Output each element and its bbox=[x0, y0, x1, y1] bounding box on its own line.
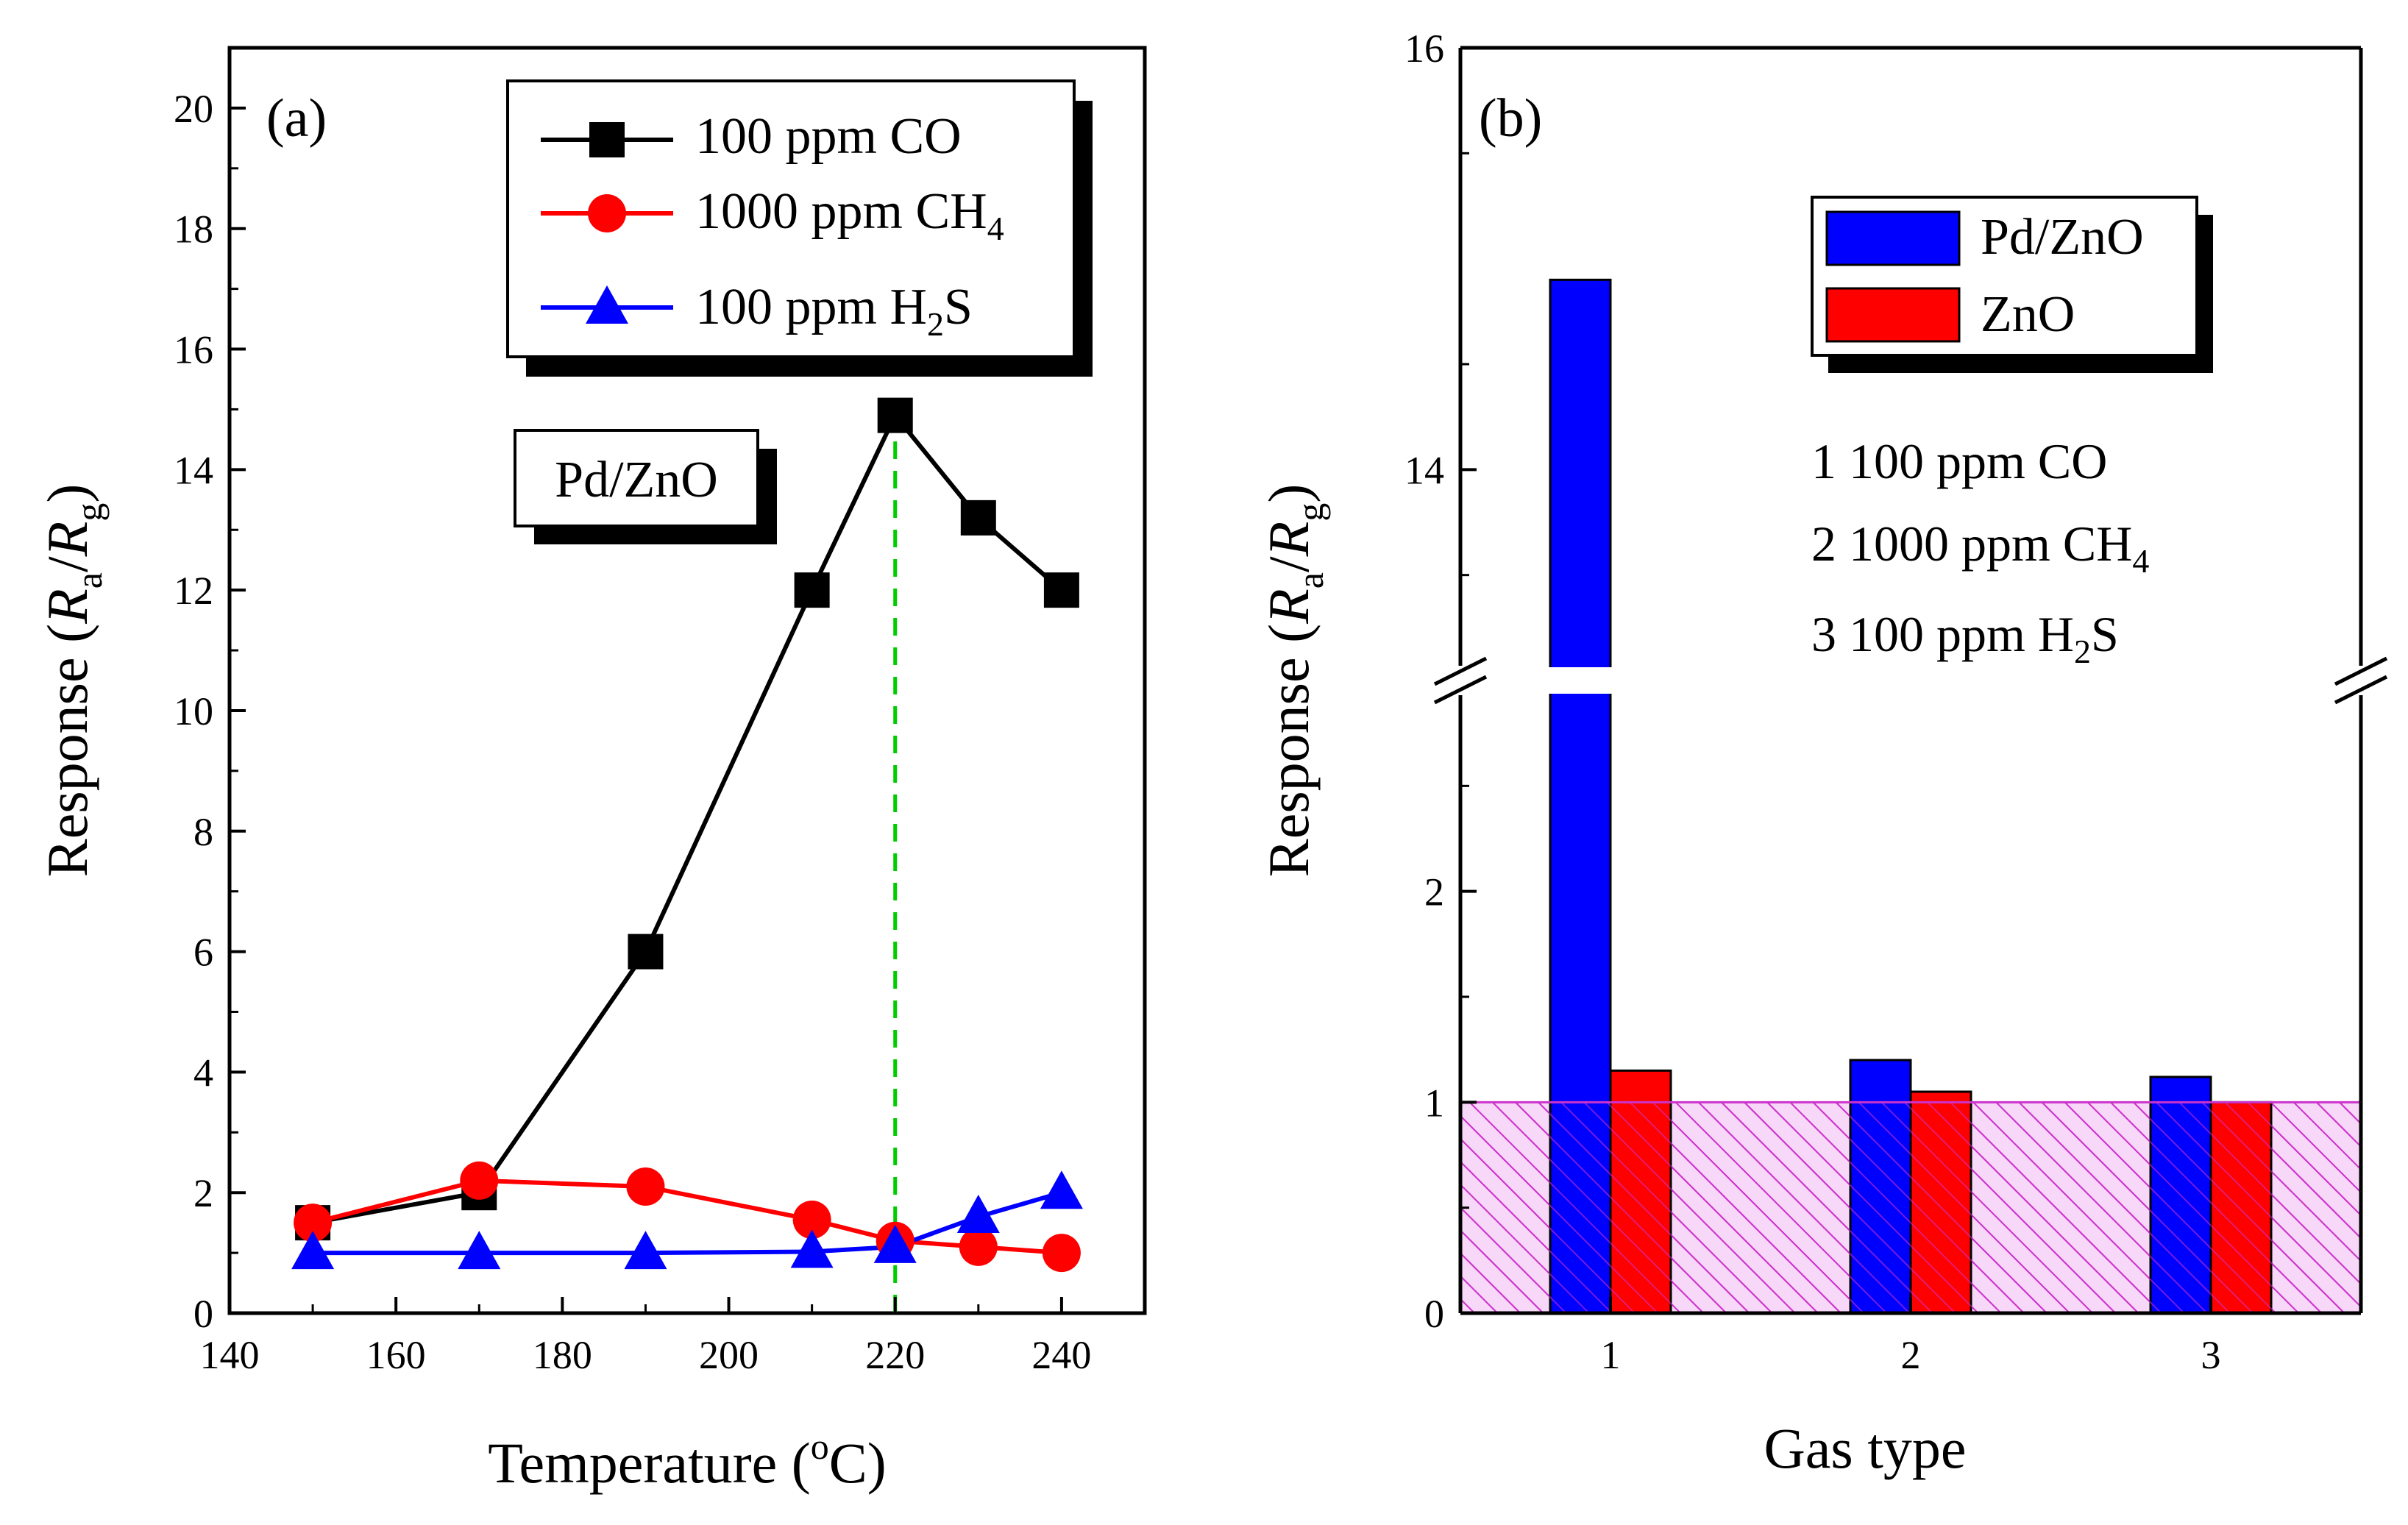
data-point-ch4 bbox=[792, 1201, 831, 1240]
data-point-ch4 bbox=[294, 1204, 333, 1243]
x-tick-label-b: 3 bbox=[2201, 1333, 2221, 1377]
data-point-co bbox=[1043, 572, 1079, 608]
gas-key-2: 2 1000 ppm CH4 bbox=[1811, 516, 2149, 580]
data-point-ch4 bbox=[460, 1161, 499, 1200]
material-label: Pd/ZnO bbox=[555, 452, 718, 508]
data-point-co bbox=[628, 934, 664, 970]
y-tick-label-b: 0 bbox=[1424, 1292, 1444, 1336]
x-tick-label: 220 bbox=[865, 1333, 925, 1377]
data-point-ch4 bbox=[1042, 1234, 1081, 1273]
y-tick-label: 18 bbox=[174, 207, 213, 252]
series-line-ch4 bbox=[312, 1178, 1062, 1256]
legend-marker-h2s bbox=[586, 285, 628, 324]
y-tick-label: 16 bbox=[174, 328, 213, 372]
x-tick-label: 240 bbox=[1031, 1333, 1091, 1377]
data-point-h2s bbox=[624, 1231, 667, 1270]
y-tick-label-b: 14 bbox=[1404, 448, 1444, 492]
y-tick-label-b: 1 bbox=[1424, 1081, 1444, 1125]
y-tick-label-b: 2 bbox=[1424, 870, 1444, 914]
panel-a: 140 160 180 200 220 240 0 2 4 6 8 10 12 14 16 18 20 (a)… bbox=[35, 46, 1147, 1495]
x-tick-label-b: 2 bbox=[1901, 1333, 1921, 1377]
y-tick-label: 8 bbox=[193, 810, 213, 854]
baseline-region-overlay bbox=[1460, 1102, 2361, 1313]
gas-key-3: 3 100 ppm H2S bbox=[1811, 606, 2119, 670]
axis-break-mark-right-2 bbox=[2334, 675, 2388, 705]
legend-a-keys bbox=[541, 122, 673, 324]
data-point-h2s bbox=[873, 1224, 917, 1263]
x-tick-label: 160 bbox=[366, 1333, 426, 1377]
y-axis-ticks-a: 0 2 4 6 8 10 12 14 16 18 20 bbox=[174, 87, 246, 1336]
data-point-co bbox=[794, 572, 830, 608]
axis-break-mark-right-1 bbox=[2334, 656, 2388, 686]
y-axis-label-a: Response (Ra/Rg) bbox=[35, 484, 110, 878]
data-point-h2s bbox=[1040, 1170, 1083, 1209]
legend-label-zno: ZnO bbox=[1981, 286, 2075, 343]
data-point-co bbox=[877, 397, 913, 433]
x-tick-label: 180 bbox=[533, 1333, 592, 1377]
y-tick-label: 0 bbox=[193, 1292, 213, 1336]
legend-label-co: 100 ppm CO bbox=[695, 108, 962, 165]
legend-swatch-pdzno bbox=[1825, 210, 1961, 266]
x-tick-label: 200 bbox=[699, 1333, 759, 1377]
legend-marker-ch4 bbox=[588, 194, 626, 232]
axis-break-mark-left-2 bbox=[1433, 675, 1488, 705]
panel-label-a: (a) bbox=[266, 88, 327, 149]
x-tick-label-b: 1 bbox=[1601, 1333, 1621, 1377]
y-tick-label: 4 bbox=[193, 1051, 213, 1095]
legend-marker-co bbox=[589, 122, 625, 157]
legend-b: Pd/ZnO ZnO bbox=[1811, 196, 2213, 373]
data-point-h2s bbox=[956, 1194, 1000, 1233]
material-label-box: Pd/ZnO bbox=[514, 429, 777, 544]
y-tick-label: 14 bbox=[174, 448, 213, 492]
y-tick-label: 10 bbox=[174, 689, 213, 733]
legend-label-pdzno: Pd/ZnO bbox=[1981, 209, 2144, 266]
y-tick-label: 2 bbox=[193, 1171, 213, 1215]
y-tick-label: 12 bbox=[174, 569, 213, 613]
y-tick-label: 6 bbox=[193, 931, 213, 975]
x-axis-ticks-b: 1 2 3 bbox=[1601, 1297, 2221, 1377]
legend-swatch-zno bbox=[1825, 287, 1961, 343]
legend-label-h2s: 100 ppm H2S bbox=[695, 279, 973, 343]
series-group-a bbox=[291, 397, 1083, 1273]
y-tick-label: 20 bbox=[174, 87, 213, 131]
bar-break-gap bbox=[1548, 667, 1613, 694]
gas-key-1: 1 100 ppm CO bbox=[1811, 433, 2107, 489]
data-point-h2s bbox=[291, 1231, 335, 1270]
x-axis-ticks-a: 140 160 180 200 220 240 bbox=[200, 1297, 1091, 1377]
x-axis-label-a: Temperature (oC) bbox=[488, 1426, 886, 1495]
x-tick-label: 140 bbox=[200, 1333, 260, 1377]
legend-a: 100 ppm CO 1000 ppm CH4 100 ppm H2S bbox=[506, 79, 1093, 377]
material-label-frame bbox=[514, 429, 759, 527]
y-tick-label-b: 16 bbox=[1404, 26, 1444, 71]
data-point-h2s bbox=[458, 1231, 501, 1270]
data-point-ch4 bbox=[959, 1227, 998, 1266]
axis-break-mark-left-1 bbox=[1433, 656, 1488, 686]
data-point-co bbox=[960, 500, 996, 536]
legend-label-ch4: 1000 ppm CH4 bbox=[695, 183, 1004, 247]
data-point-ch4 bbox=[626, 1167, 665, 1206]
x-axis-label-b: Gas type bbox=[1764, 1416, 1966, 1480]
plot-frame-a bbox=[227, 46, 1147, 1315]
data-point-h2s bbox=[790, 1229, 834, 1268]
y-axis-label-b: Response (Ra/Rg) bbox=[1257, 484, 1331, 878]
panel-label-b: (b) bbox=[1479, 88, 1542, 149]
